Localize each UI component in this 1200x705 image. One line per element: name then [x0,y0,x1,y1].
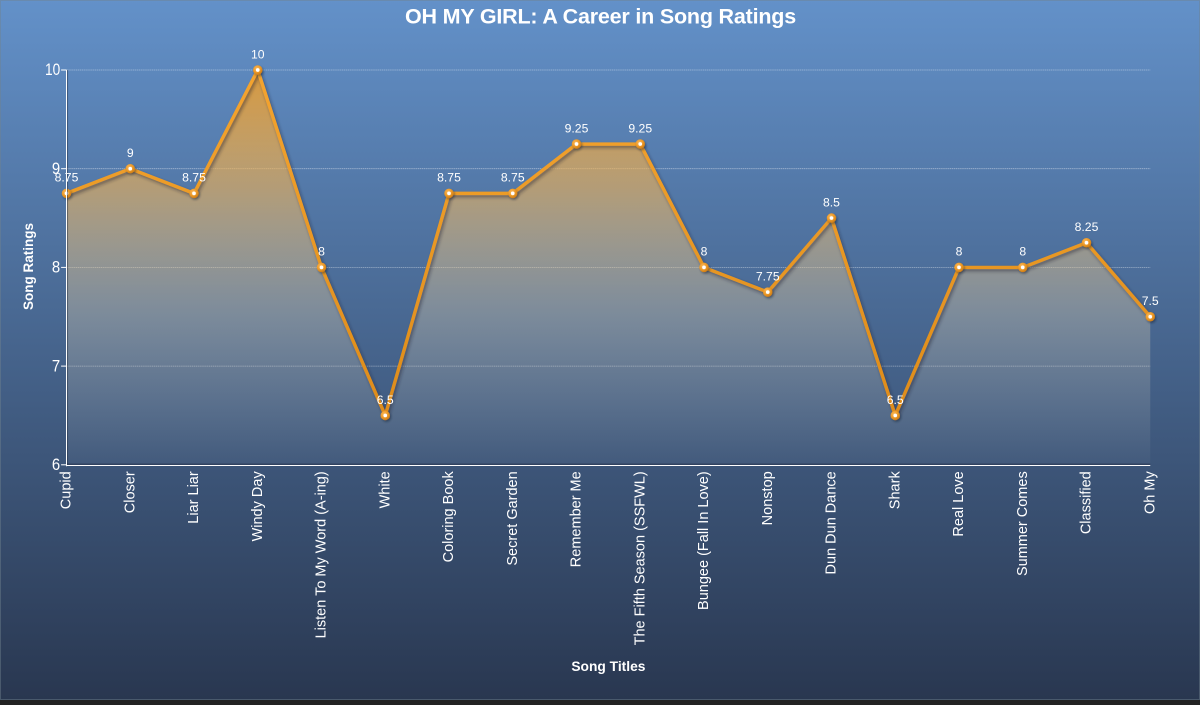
svg-text:8.75: 8.75 [55,171,79,185]
svg-text:Shark: Shark [887,471,903,510]
svg-text:Real Love: Real Love [951,471,967,536]
svg-text:Summer Comes: Summer Comes [1015,471,1031,576]
svg-text:8: 8 [318,245,325,259]
svg-text:Liar Liar: Liar Liar [186,471,202,524]
svg-text:Classified: Classified [1079,471,1095,534]
svg-text:White: White [377,471,393,508]
svg-text:8.25: 8.25 [1075,220,1099,234]
svg-text:10: 10 [251,47,265,61]
svg-text:Song Ratings: Song Ratings [21,223,36,310]
svg-text:Windy Day: Windy Day [250,471,266,542]
svg-text:Secret Garden: Secret Garden [505,471,521,565]
svg-text:Nonstop: Nonstop [760,471,776,525]
svg-text:Dun Dun Dance: Dun Dun Dance [824,471,840,574]
svg-text:Coloring Book: Coloring Book [441,471,457,563]
svg-text:8: 8 [52,259,60,277]
svg-text:8.75: 8.75 [437,171,461,185]
svg-text:The Fifth Season (SSFWL): The Fifth Season (SSFWL) [632,471,648,645]
svg-text:Bungee (Fall In Love): Bungee (Fall In Love) [696,471,712,610]
svg-text:8: 8 [956,245,963,259]
svg-text:9.25: 9.25 [565,121,589,135]
svg-text:Remember Me: Remember Me [569,471,585,567]
svg-text:10: 10 [45,61,60,79]
svg-text:7.5: 7.5 [1142,294,1159,308]
svg-text:6.5: 6.5 [887,393,904,407]
svg-text:8: 8 [701,245,708,259]
svg-text:Listen To My Word (A-ing): Listen To My Word (A-ing) [314,471,330,638]
svg-text:8.75: 8.75 [501,171,525,185]
svg-text:9.25: 9.25 [628,121,652,135]
svg-text:7: 7 [52,357,60,375]
svg-text:6: 6 [52,456,60,474]
svg-text:OH MY GIRL: A Career in Song R: OH MY GIRL: A Career in Song Ratings [405,5,796,29]
svg-text:8.75: 8.75 [182,171,206,185]
svg-text:7.75: 7.75 [756,269,780,283]
svg-text:Song Titles: Song Titles [571,659,645,674]
svg-text:9: 9 [127,146,134,160]
svg-text:Closer: Closer [122,471,138,513]
svg-text:Cupid: Cupid [59,471,75,509]
svg-text:Oh My: Oh My [1142,471,1158,514]
svg-text:8: 8 [1019,245,1026,259]
svg-text:6.5: 6.5 [377,393,394,407]
svg-text:9: 9 [52,160,60,178]
svg-text:8.5: 8.5 [823,195,840,209]
